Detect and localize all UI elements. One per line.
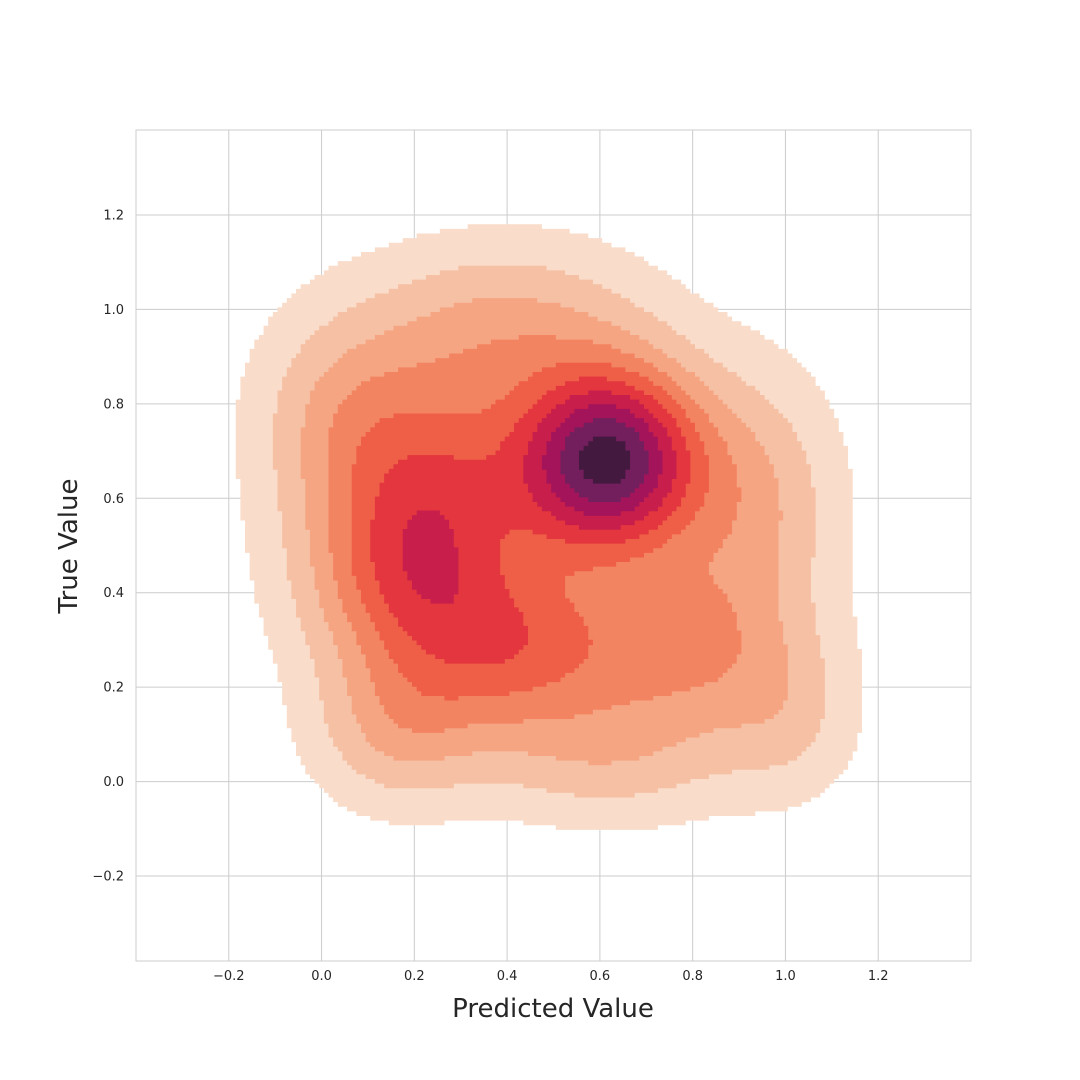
y-ticks: −0.2 0.0 0.2 0.4 0.6 0.8 1.0 1.2 (92, 208, 124, 884)
x-tick-label: 0.4 (497, 969, 518, 984)
x-tick-label: 0.2 (404, 969, 425, 984)
y-tick-label: 0.0 (103, 775, 124, 790)
x-tick-label: 0.8 (682, 969, 703, 984)
y-tick-label: 1.0 (103, 303, 124, 318)
x-tick-label: 0.6 (590, 969, 611, 984)
y-tick-label: 0.2 (103, 681, 124, 696)
x-axis-label: Predicted Value (452, 994, 654, 1024)
y-tick-label: 1.2 (103, 208, 124, 223)
plot-frame (135, 129, 972, 962)
x-ticks: −0.2 0.0 0.2 0.4 0.6 0.8 1.0 1.2 (213, 969, 889, 984)
y-tick-label: −0.2 (92, 870, 124, 885)
x-tick-label: 1.0 (775, 969, 796, 984)
density-contours (235, 224, 862, 830)
x-tick-label: 0.0 (311, 969, 332, 984)
y-tick-label: 0.8 (103, 397, 124, 412)
y-tick-label: 0.6 (103, 492, 124, 507)
x-tick-label: −0.2 (213, 969, 245, 984)
x-tick-label: 1.2 (868, 969, 889, 984)
density-level-10 (579, 436, 631, 484)
y-axis-label: True Value (54, 479, 84, 615)
y-tick-label: 0.4 (103, 586, 124, 601)
